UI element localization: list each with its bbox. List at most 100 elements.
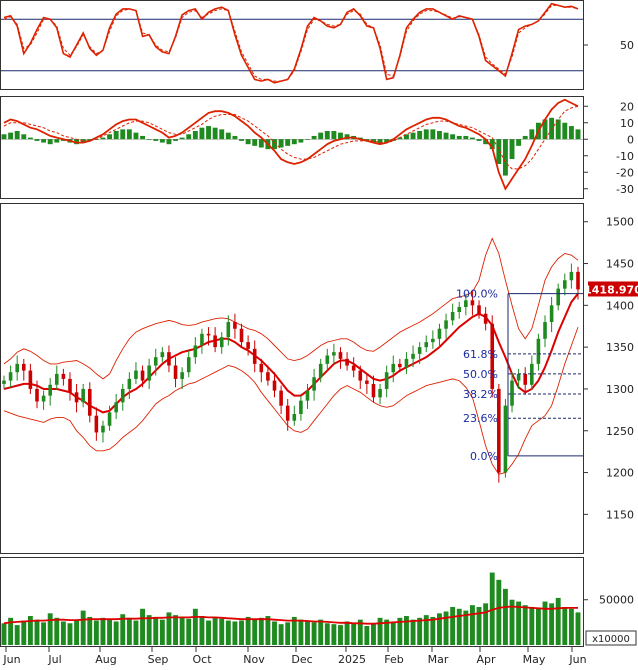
macd-histogram-bar [450,134,456,140]
candle-body [246,342,250,349]
macd-signal-line [3,105,579,170]
volume-group [1,572,581,645]
macd-histogram-bar [463,135,469,140]
volume-bar [219,618,225,645]
macd-histogram-bar [397,137,403,140]
stoch-tick-label: 50 [620,39,634,52]
candle-body [325,355,330,364]
price-upper-line [3,237,579,380]
candle-body [378,388,382,398]
volume-bar [232,621,238,645]
volume-bar [74,619,80,645]
macd-histogram-bar [258,139,264,148]
volume-bar [397,617,403,645]
volume-bar [377,617,383,645]
volume-bar [509,599,515,645]
macd-histogram-bar [225,132,231,140]
macd-tick-label: -30 [616,183,634,196]
volume-bar [549,603,555,645]
macd-histogram-bar [575,129,581,140]
volume-bar [285,622,291,645]
candle-body [167,352,171,366]
candle-body [358,370,363,381]
price-tick-label: 1250 [606,425,634,438]
price-tick-label: 1450 [606,258,634,271]
candle-body [549,305,554,323]
candle-body [153,357,158,366]
fib-level-label: 50.0% [463,368,498,381]
macd-histogram-bar [338,132,343,140]
volume-bar [166,612,172,645]
candle-body [134,370,138,379]
candle-body [404,358,409,368]
candle-body [15,363,19,373]
volume-bar [390,621,396,645]
volume-bar [21,620,27,645]
candle-body [464,300,468,308]
candle-body [101,425,105,433]
last-price-label: 1418.970 [584,283,638,296]
candle-body [266,372,270,381]
candle-body [147,365,151,381]
candle-body [424,342,429,348]
candle-body [411,353,415,359]
macd-histogram-bar [430,129,436,140]
volume-unit-label: x10000 [592,634,630,645]
volume-bar [107,618,113,645]
volume-bar [1,623,7,645]
macd-histogram-bar [509,139,515,160]
volume-bar [252,619,258,645]
candle-body [318,363,323,378]
candle-body [530,363,534,385]
macd-histogram-bar [206,126,211,140]
volume-bar [318,619,324,645]
candle-body [233,322,237,329]
candle-body [384,372,389,389]
macd-histogram-bar [305,139,310,140]
candle-body [556,288,561,306]
candle-body [365,380,369,384]
volume-bar [357,619,363,645]
volume-bar [443,611,449,645]
macd-tick-label: 10 [620,117,634,130]
candle-body [87,388,92,416]
volume-bar [522,605,528,645]
macd-histogram-bar [159,139,165,143]
x-tick-label: Jun [568,653,586,666]
fib-level-label: 100.0% [456,288,498,301]
candle-body [543,322,547,339]
macd-histogram-bar [1,134,7,140]
candle-body [569,271,574,281]
price-lower-line [3,326,579,475]
macd-histogram-bar [232,135,238,140]
macd-line [3,98,579,191]
macd-histogram-bar [384,139,390,143]
macd-histogram-bar [192,131,198,140]
volume-bar [384,619,390,645]
macd-histogram-bar [562,122,568,140]
macd-histogram-bar [212,127,218,140]
volume-bar [291,616,297,645]
macd-histogram-bar [483,139,489,145]
candle-body [107,412,112,426]
candle-body [299,400,303,415]
volume-bar [206,620,211,645]
candle-body [219,337,224,348]
candle-body [417,347,422,354]
volume-bar [568,608,574,645]
x-tick-label: Jul [47,653,61,666]
macd-tick-label: -20 [616,166,634,179]
candle-body [516,373,521,381]
candle-body [226,322,231,338]
x-tick-label: Feb [384,653,403,666]
macd-histogram-bar [14,131,20,140]
candle-body [338,352,343,359]
macd-histogram-bar [173,139,178,141]
macd-histogram-bar [443,132,449,140]
volume-bar [456,608,462,645]
candle-body [206,333,211,336]
macd-histogram-bar [542,119,548,140]
fib-level-label: 23.6% [463,412,498,425]
macd-histogram-bar [54,139,60,143]
x-tick-label: Aug [95,653,116,666]
